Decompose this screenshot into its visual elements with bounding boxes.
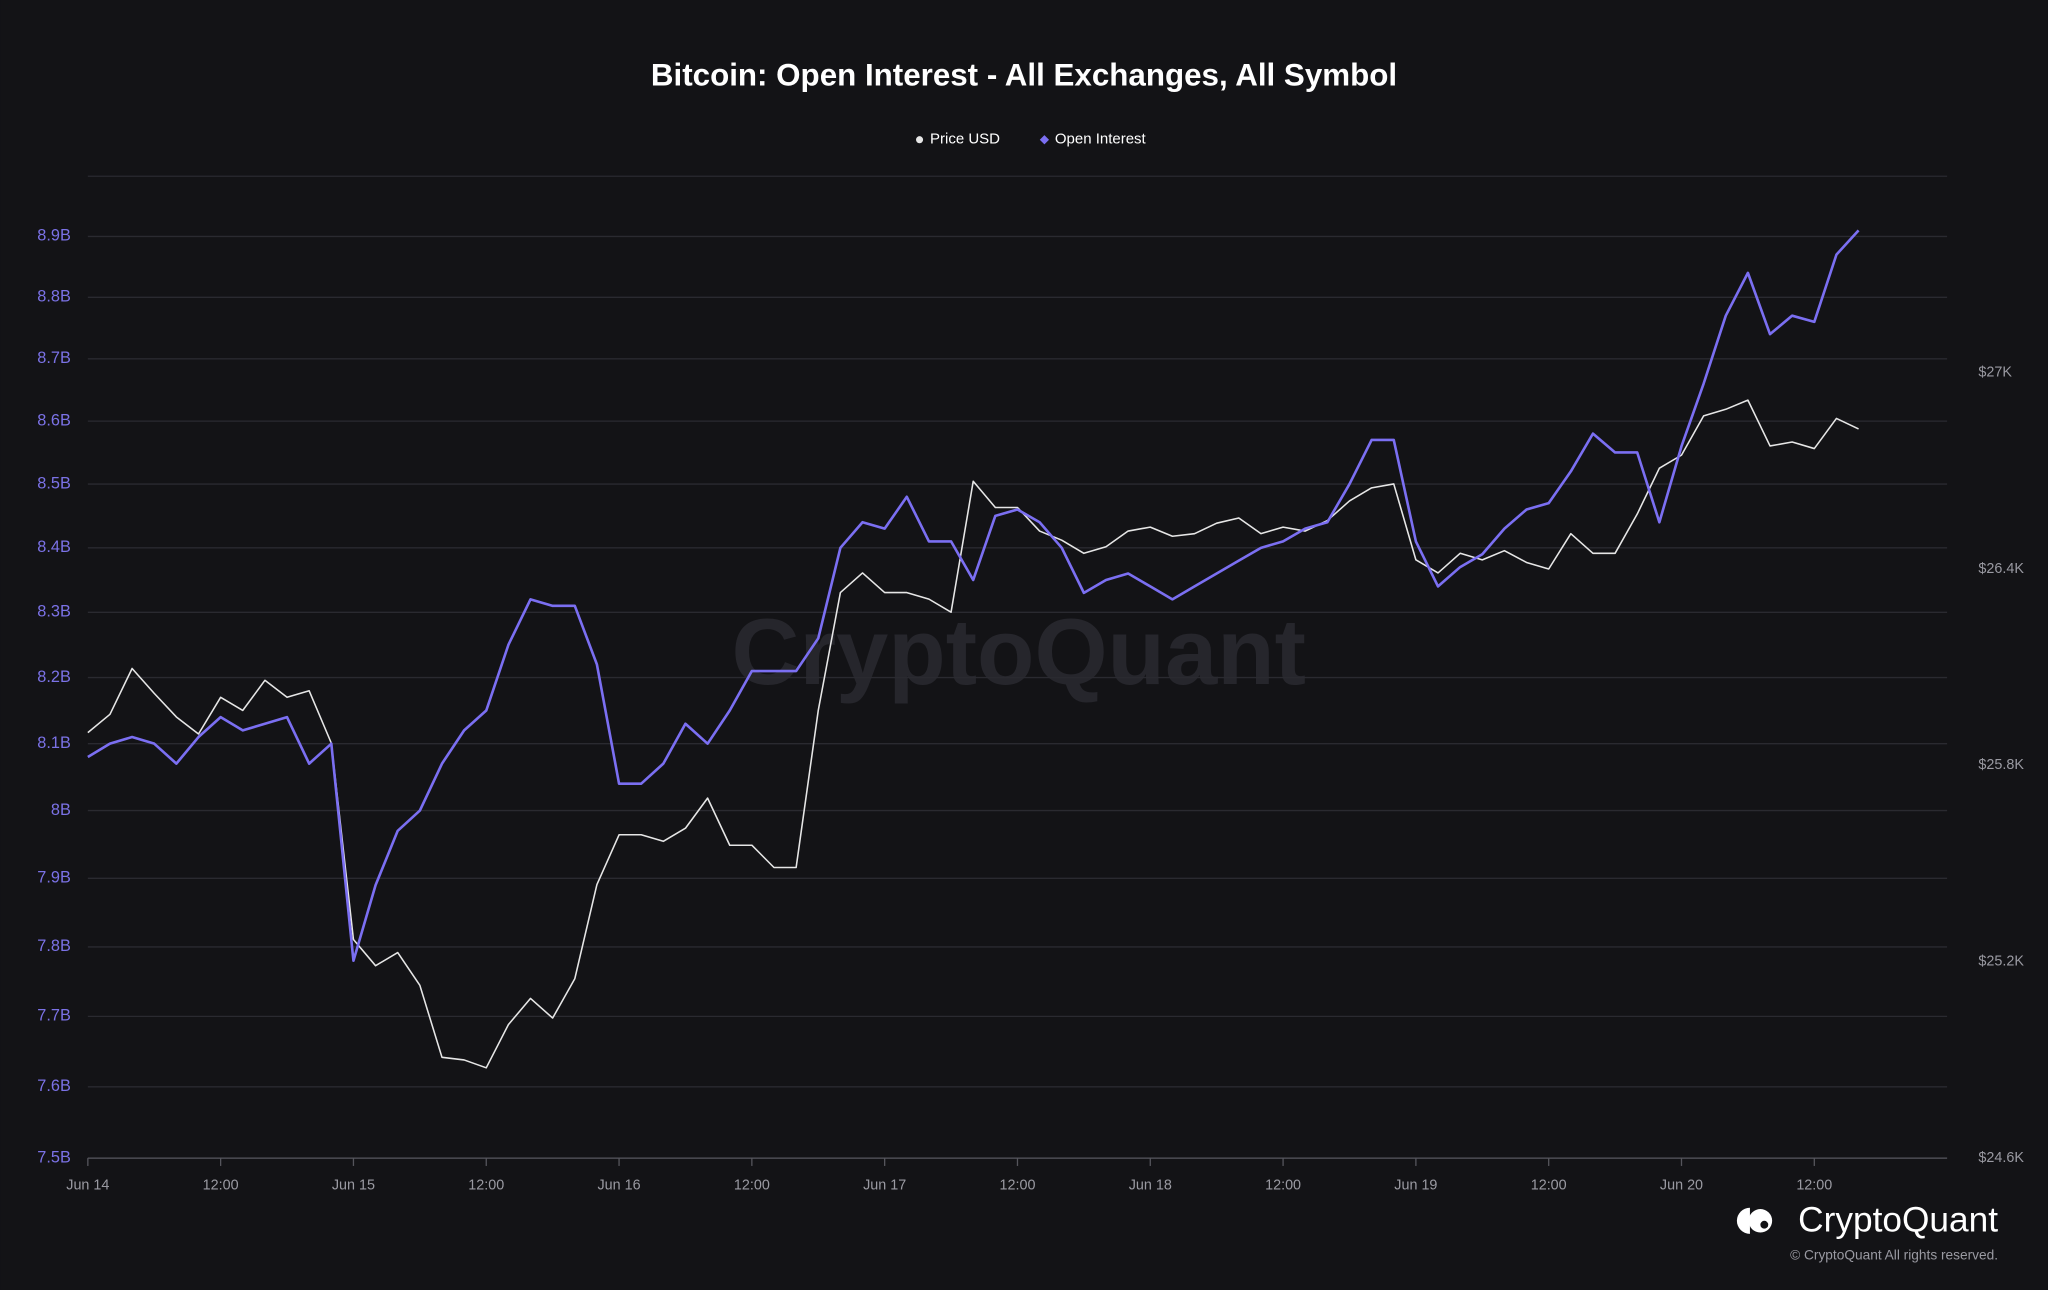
logo-icon bbox=[1760, 1220, 1769, 1229]
x-tick-label: Jun 20 bbox=[1660, 1177, 1703, 1193]
watermark: CryptoQuant bbox=[732, 599, 1306, 704]
logo-icon bbox=[1748, 1209, 1773, 1233]
y-tick-label: 8.5B bbox=[37, 474, 71, 492]
logo-icon bbox=[1736, 1207, 1750, 1234]
x-tick-label: 12:00 bbox=[468, 1177, 504, 1193]
y-tick-label: 7.6B bbox=[37, 1077, 71, 1095]
y2-tick-label: $25.2K bbox=[1978, 954, 2024, 970]
x-tick-label: Jun 18 bbox=[1129, 1177, 1172, 1193]
chart-title: Bitcoin: Open Interest - All Exchanges, … bbox=[651, 57, 1397, 92]
y-tick-label: 8.4B bbox=[37, 538, 71, 556]
y-tick-label: 8.8B bbox=[37, 288, 71, 306]
y-tick-label: 8.3B bbox=[37, 603, 71, 621]
x-tick-label: Jun 15 bbox=[332, 1177, 375, 1193]
x-tick-label: 12:00 bbox=[1000, 1177, 1036, 1193]
x-tick-label: Jun 19 bbox=[1394, 1177, 1437, 1193]
y2-tick-label: $24.6K bbox=[1978, 1150, 2024, 1166]
y-tick-label: 8.2B bbox=[37, 668, 71, 686]
y-tick-label: 7.7B bbox=[37, 1007, 71, 1025]
x-tick-label: 12:00 bbox=[1265, 1177, 1301, 1193]
x-tick-label: 12:00 bbox=[203, 1177, 239, 1193]
series-line bbox=[87, 229, 1860, 963]
legend-label: Price USD bbox=[930, 131, 1000, 148]
x-tick-label: 12:00 bbox=[734, 1177, 770, 1193]
legend-marker bbox=[916, 136, 924, 144]
y-tick-label: 7.9B bbox=[37, 869, 71, 887]
brand-name: CryptoQuant bbox=[1798, 1200, 1998, 1239]
y-tick-label: 7.8B bbox=[37, 937, 71, 955]
x-tick-label: 12:00 bbox=[1796, 1177, 1832, 1193]
y-tick-label: 8.6B bbox=[37, 411, 71, 429]
x-tick-label: Jun 14 bbox=[66, 1177, 109, 1193]
y-tick-label: 8.1B bbox=[37, 734, 71, 752]
y-tick-label: 8.7B bbox=[37, 349, 71, 367]
y-tick-label: 8.9B bbox=[37, 227, 71, 245]
brand-logo bbox=[1736, 1207, 1773, 1234]
y-tick-label: 7.5B bbox=[37, 1148, 71, 1166]
series-line bbox=[87, 399, 1859, 1069]
x-tick-label: Jun 17 bbox=[863, 1177, 906, 1193]
y2-tick-label: $26.4K bbox=[1978, 561, 2024, 577]
x-tick-label: Jun 16 bbox=[597, 1177, 640, 1193]
copyright: © CryptoQuant All rights reserved. bbox=[1790, 1248, 1998, 1263]
x-tick-label: 12:00 bbox=[1531, 1177, 1567, 1193]
legend-marker bbox=[1039, 135, 1050, 145]
y2-tick-label: $25.8K bbox=[1978, 757, 2024, 773]
legend: Price USD Open Interest bbox=[916, 131, 1147, 148]
legend-label: Open Interest bbox=[1055, 131, 1147, 148]
y2-tick-label: $27K bbox=[1978, 364, 2012, 380]
y-tick-label: 8B bbox=[51, 801, 71, 819]
